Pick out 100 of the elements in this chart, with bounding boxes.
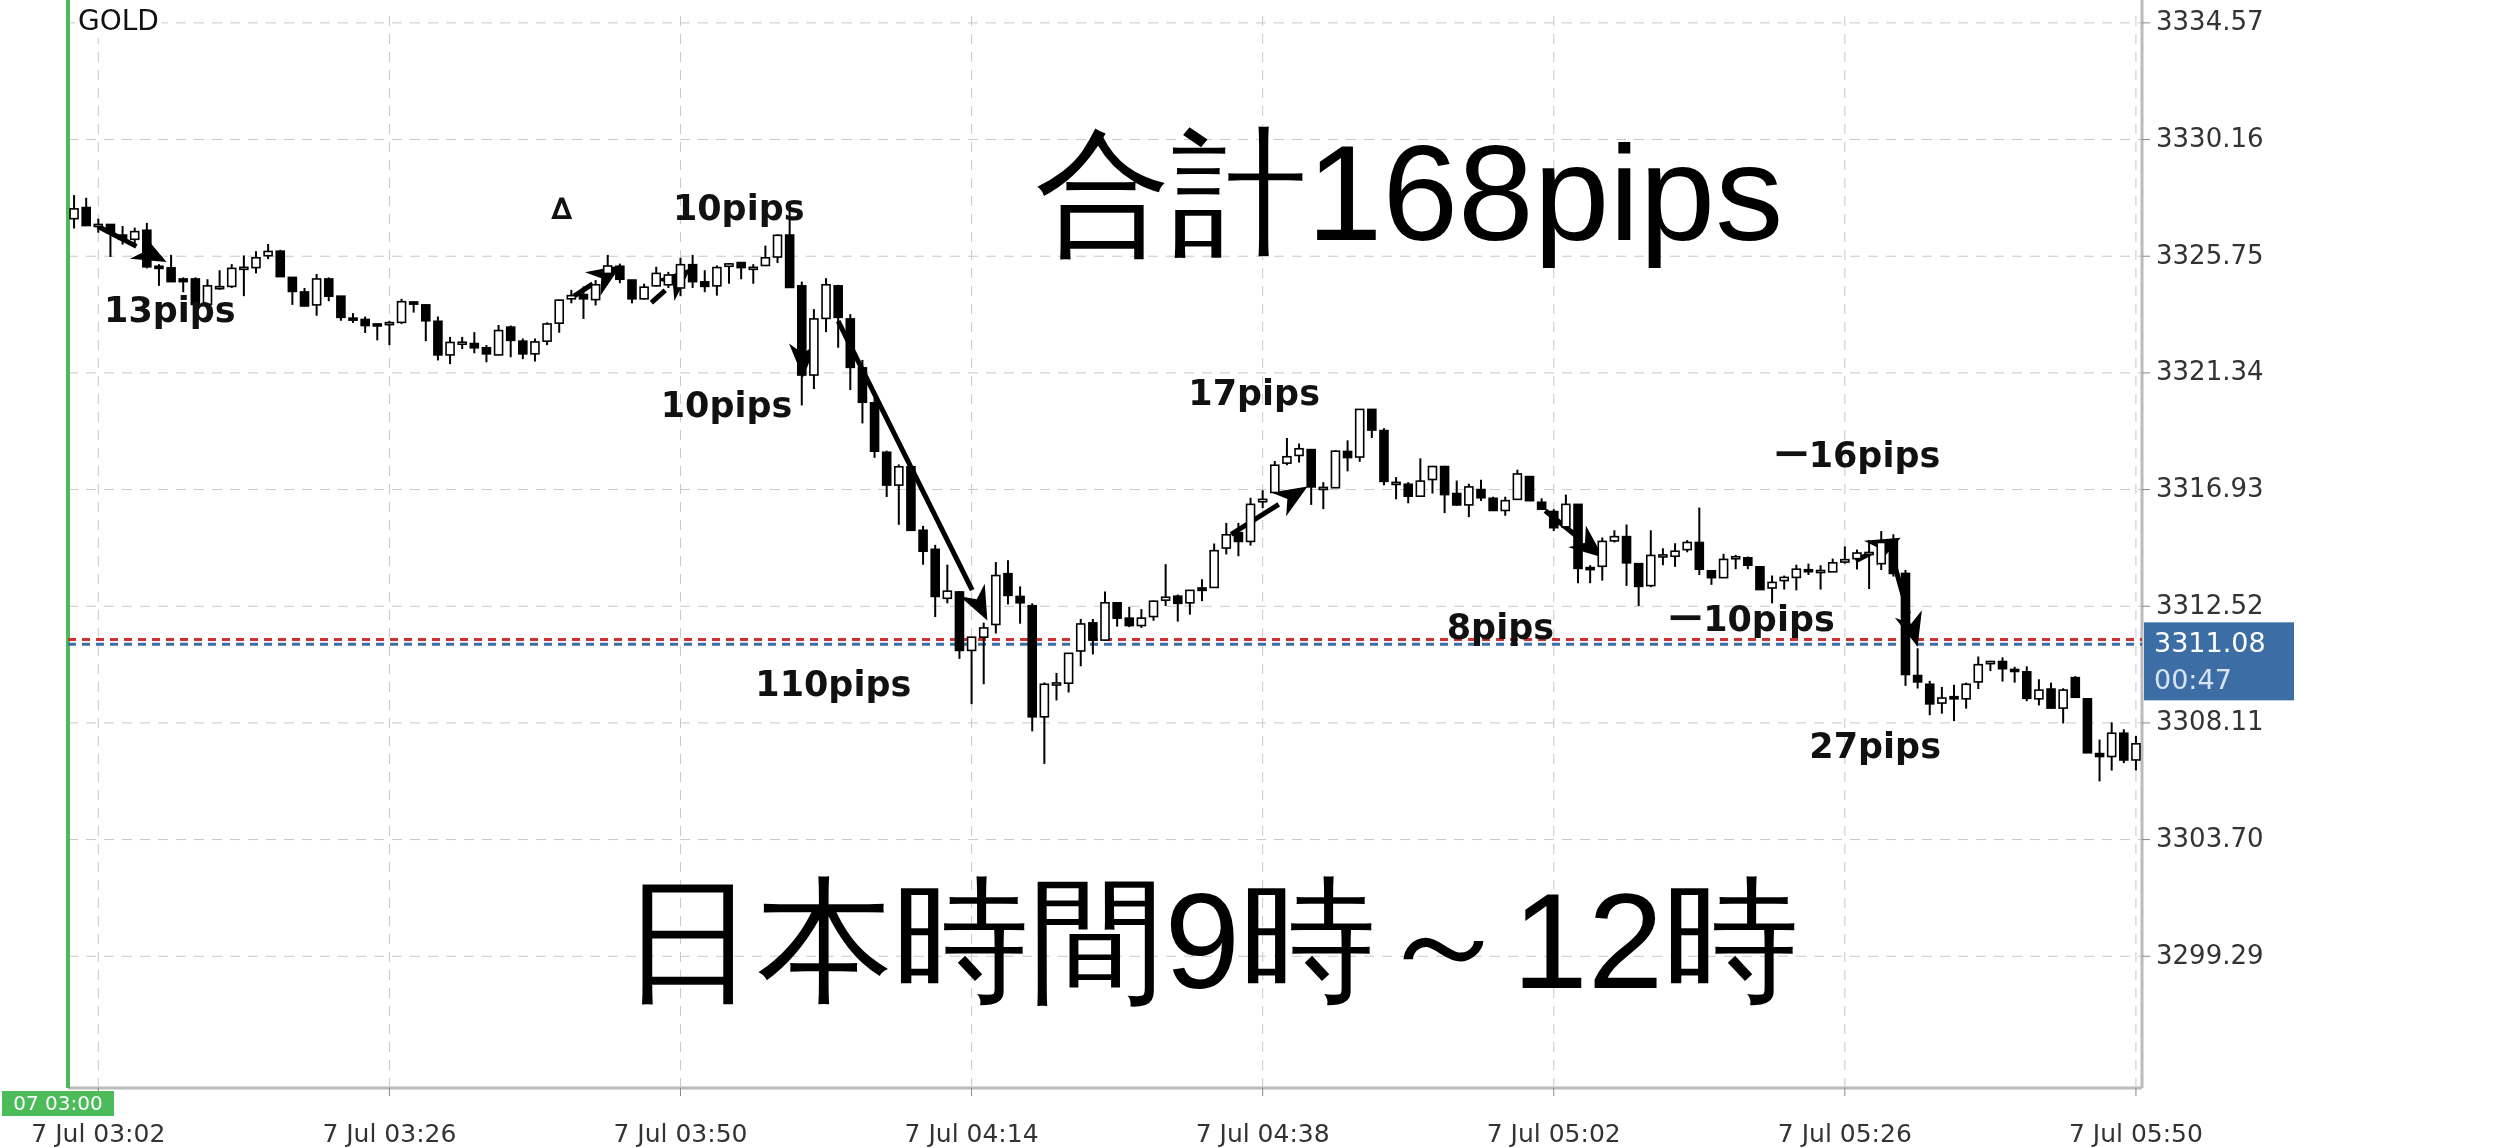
annotation: 10pips: [672, 188, 805, 229]
annotation: ー10pips: [1668, 598, 1835, 639]
y-tick-label: 3330.16: [2156, 123, 2264, 154]
candlestick: [323, 276, 334, 303]
candlestick: [421, 303, 431, 343]
candlestick: [894, 463, 904, 526]
y-tick-label: 3316.93: [2156, 473, 2264, 504]
candlestick: [505, 324, 516, 359]
candlestick: [615, 262, 625, 285]
candlestick: [1451, 479, 1462, 507]
candlestick: [1864, 539, 1874, 591]
candlestick: [81, 196, 91, 227]
candlestick: [1670, 542, 1680, 568]
y-tick-label: 3312.52: [2156, 589, 2264, 620]
candlestick: [1912, 647, 1923, 690]
candlestick: [1015, 585, 1025, 625]
candlestick: [675, 256, 686, 298]
candlestick: [760, 244, 771, 267]
candlestick: [772, 233, 783, 265]
x-tick-label: 7 Jul 03:26: [322, 1119, 457, 1148]
candlestick: [1124, 605, 1135, 629]
candlestick: [2106, 721, 2117, 772]
candlestick: [748, 263, 759, 285]
y-tick-label: 3299.29: [2156, 939, 2264, 970]
y-tick-label: 3325.75: [2156, 239, 2264, 270]
candlestick: [1852, 548, 1862, 571]
candlestick: [69, 194, 79, 230]
x-tick-label: 7 Jul 03:50: [613, 1119, 748, 1148]
candlestick: [1548, 508, 1559, 533]
candlestick: [1633, 562, 1644, 607]
candlestick: [1755, 566, 1765, 591]
candlestick: [1294, 442, 1304, 464]
y-tick-label: 3321.34: [2156, 356, 2264, 387]
annotation: 13pips: [104, 290, 236, 331]
candlestick: [1876, 530, 1887, 571]
candlestick: [1160, 563, 1171, 607]
candlestick: [2131, 734, 2141, 772]
candlestick: [239, 254, 249, 298]
candlestick: [590, 279, 601, 307]
x-tick-label: 7 Jul 05:02: [1486, 1119, 1621, 1148]
candlestick: [1961, 681, 1971, 710]
candlestick: [1185, 589, 1195, 616]
candlestick: [554, 298, 565, 334]
candlestick: [966, 636, 977, 706]
candlestick: [602, 253, 613, 275]
candlestick: [2034, 678, 2044, 707]
candlestick: [117, 225, 128, 246]
candlestick: [2058, 687, 2068, 725]
y-tick-label: 3334.57: [2156, 6, 2264, 37]
candlestick: [1718, 552, 1729, 579]
ref-line-label: 3311.08: [2154, 626, 2266, 658]
candlestick: [627, 279, 637, 305]
candlestick: [1391, 476, 1401, 501]
candlestick: [1172, 593, 1183, 623]
annotation: 日本時間9時～12時: [620, 864, 1800, 1017]
candlestick: [1112, 601, 1122, 628]
x-tick-label: 7 Jul 03:02: [31, 1119, 166, 1148]
candlestick: [699, 269, 710, 294]
candlestick: [1973, 655, 1984, 691]
candlestick: [1415, 457, 1426, 498]
candlestick: [1767, 574, 1777, 605]
candlestick: [918, 524, 928, 566]
annotation: 10pips: [660, 385, 793, 426]
candlestick: [1233, 521, 1244, 558]
x-tick-label: 7 Jul 04:14: [904, 1119, 1039, 1148]
annotation: ー16pips: [1773, 435, 1941, 476]
candlestick: [518, 337, 528, 361]
candlestick: [542, 321, 552, 347]
candlestick: [336, 295, 346, 322]
candlestick: [1791, 563, 1802, 592]
candlestick: [251, 250, 261, 275]
y-tick-label: 3308.11: [2156, 706, 2264, 737]
candlestick: [1949, 683, 1959, 723]
candlestick: [287, 276, 298, 306]
candlestick: [1051, 671, 1062, 702]
text: 07 03:00: [13, 1091, 103, 1115]
x-tick-label: 7 Jul 05:50: [2068, 1119, 2203, 1148]
candlestick: [530, 337, 540, 363]
annotation: 合計168pips: [1034, 116, 1784, 269]
candlestick: [1367, 408, 1377, 439]
candlestick: [1937, 685, 1947, 715]
candlestick: [1924, 679, 1935, 717]
candlestick: [2046, 681, 2056, 710]
candlestick: [1476, 478, 1486, 502]
annotation: 17pips: [1188, 372, 1321, 413]
text: 00:47: [2154, 663, 2232, 695]
candlestick: [1221, 521, 1232, 556]
candlestick: [154, 263, 164, 287]
candlestick: [1561, 493, 1571, 529]
candlestick: [724, 262, 734, 285]
candlestick: [1148, 599, 1159, 622]
candlestick: [1500, 495, 1511, 517]
candlestick: [1403, 481, 1414, 505]
chart-title: GOLD: [78, 4, 159, 37]
candlestick: [1282, 436, 1292, 467]
candlestick: [226, 263, 237, 289]
annotation: 27pips: [1809, 725, 1941, 766]
candlestick: [445, 335, 455, 366]
candlestick: [578, 285, 589, 320]
annotation: ∆: [551, 190, 573, 226]
